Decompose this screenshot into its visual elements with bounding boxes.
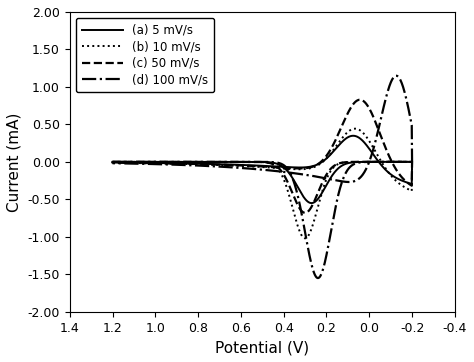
(c) 50 mV/s	[122, 160, 128, 164]
(b) 10 mV/s	[352, 126, 358, 131]
(a) 5 mV/s	[342, 162, 348, 166]
Line: (d) 100 mV/s: (d) 100 mV/s	[112, 76, 412, 278]
(b) 10 mV/s	[342, 160, 348, 164]
Y-axis label: Current (mA): Current (mA)	[7, 112, 22, 211]
(c) 50 mV/s	[109, 160, 115, 165]
(c) 50 mV/s	[178, 161, 184, 166]
Line: (b) 10 mV/s: (b) 10 mV/s	[112, 129, 412, 238]
X-axis label: Potential (V): Potential (V)	[215, 340, 310, 355]
(a) 5 mV/s	[279, 164, 284, 168]
(d) 100 mV/s	[342, 172, 348, 176]
(b) 10 mV/s	[279, 172, 284, 177]
(c) 50 mV/s	[302, 211, 308, 215]
(a) 5 mV/s	[375, 159, 381, 164]
(b) 10 mV/s	[109, 160, 115, 164]
(d) 100 mV/s	[207, 160, 213, 164]
Legend: (a) 5 mV/s, (b) 10 mV/s, (c) 50 mV/s, (d) 100 mV/s: (a) 5 mV/s, (b) 10 mV/s, (c) 50 mV/s, (d…	[76, 18, 214, 92]
(a) 5 mV/s	[178, 161, 184, 165]
(d) 100 mV/s	[109, 160, 115, 164]
(d) 100 mV/s	[393, 73, 399, 78]
(a) 5 mV/s	[122, 160, 128, 164]
(d) 100 mV/s	[279, 162, 284, 166]
(d) 100 mV/s	[122, 160, 128, 164]
(c) 50 mV/s	[375, 127, 381, 132]
(c) 50 mV/s	[357, 98, 363, 102]
Line: (a) 5 mV/s: (a) 5 mV/s	[112, 136, 412, 203]
(c) 50 mV/s	[342, 160, 348, 164]
(b) 10 mV/s	[109, 161, 115, 165]
(a) 5 mV/s	[309, 201, 314, 205]
(a) 5 mV/s	[109, 160, 115, 165]
(c) 50 mV/s	[109, 160, 115, 164]
(d) 100 mV/s	[178, 163, 184, 167]
(a) 5 mV/s	[350, 134, 356, 138]
(a) 5 mV/s	[109, 160, 115, 164]
(a) 5 mV/s	[207, 160, 213, 164]
(d) 100 mV/s	[315, 276, 320, 280]
(c) 50 mV/s	[207, 160, 213, 164]
(b) 10 mV/s	[375, 155, 381, 159]
(b) 10 mV/s	[302, 236, 308, 240]
(d) 100 mV/s	[375, 129, 381, 133]
(b) 10 mV/s	[178, 162, 184, 166]
(b) 10 mV/s	[122, 160, 128, 164]
(c) 50 mV/s	[279, 169, 284, 173]
Line: (c) 50 mV/s: (c) 50 mV/s	[112, 100, 412, 213]
(d) 100 mV/s	[109, 161, 115, 165]
(b) 10 mV/s	[207, 160, 213, 164]
